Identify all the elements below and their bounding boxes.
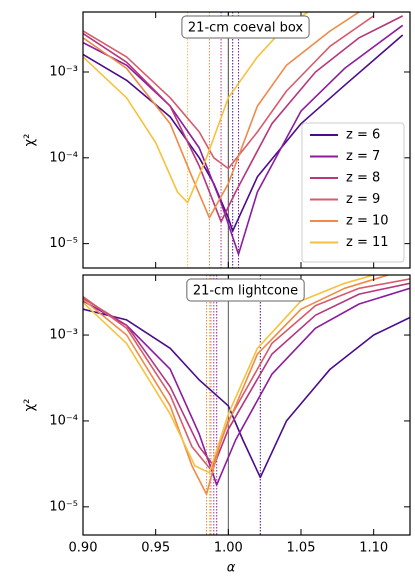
legend-label: z = 10 (346, 214, 389, 229)
x-tick-label: 1.00 (214, 541, 243, 556)
legend-label: z = 6 (346, 128, 380, 143)
y-tick-label: 10⁻⁵ (49, 499, 78, 514)
y-tick-label: 10⁻³ (49, 64, 78, 79)
x-tick-label: 1.05 (287, 541, 316, 556)
x-tick-label: 0.90 (69, 541, 98, 556)
x-axis-label: α (227, 561, 236, 576)
series-line (83, 282, 410, 467)
y-axis-label: χ² (23, 399, 38, 412)
annotation-box (181, 15, 310, 39)
series-line (83, 287, 410, 486)
y-axis-label: χ² (23, 134, 38, 147)
axes-frame (82, 11, 411, 269)
legend-box (301, 122, 405, 263)
legend-label: z = 7 (346, 149, 380, 164)
y-tick-label: 10⁻⁴ (49, 150, 78, 165)
legend-label: z = 9 (346, 192, 380, 207)
y-tick-label: 10⁻⁴ (49, 413, 78, 428)
series-line (83, 308, 410, 479)
y-tick-label: 10⁻³ (49, 328, 78, 343)
series-line (83, 24, 404, 256)
series-line (83, 15, 375, 170)
series-line (83, 275, 389, 496)
x-tick-label: 0.95 (141, 541, 170, 556)
annotation: 21-cm coeval box (188, 21, 303, 36)
axes-frame (82, 274, 411, 536)
series-line (83, 15, 404, 223)
annotation-box (186, 278, 305, 302)
y-tick-label: 10⁻⁵ (49, 236, 78, 251)
series-line (83, 12, 309, 204)
legend-label: z = 8 (346, 171, 380, 186)
plot-area (83, 12, 404, 268)
annotation: 21-cm lightcone (193, 284, 298, 299)
plot-area (83, 275, 410, 535)
series-line (83, 275, 374, 474)
series-line (83, 12, 360, 219)
x-tick-label: 1.10 (359, 541, 388, 556)
legend-label: z = 11 (346, 235, 389, 250)
